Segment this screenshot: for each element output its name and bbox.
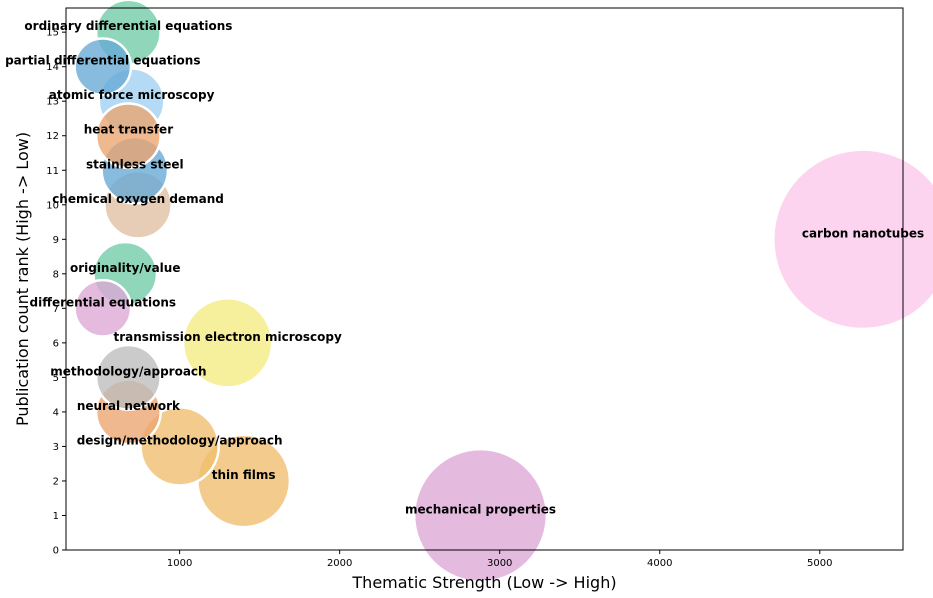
bubbles-layer [73, 0, 933, 584]
bubble [94, 102, 162, 170]
bubble-label: carbon nanotubes [802, 226, 924, 240]
y-tick-label: 10 [46, 200, 59, 211]
y-tick-label: 5 [53, 373, 59, 384]
bubble-label: methodology/approach [50, 364, 206, 378]
bubble-label: mechanical properties [405, 502, 556, 516]
y-tick-label: 9 [53, 235, 59, 246]
bubble-label: neural network [77, 399, 181, 413]
x-tick-label: 4000 [647, 558, 672, 569]
bubble-label: heat transfer [84, 123, 173, 137]
bubble [139, 406, 220, 487]
bubble [94, 343, 162, 411]
bubble-label: chemical oxygen demand [52, 192, 224, 206]
y-tick-label: 11 [46, 166, 59, 177]
y-tick-label: 1 [53, 511, 59, 522]
bubble-label: design/methodology/approach [77, 433, 283, 447]
y-tick-label: 12 [46, 131, 59, 142]
y-axis-title: Publication count rank (High -> Low) [13, 132, 32, 426]
x-tick-label: 2000 [327, 558, 352, 569]
y-tick-label: 15 [46, 28, 59, 39]
y-tick-label: 13 [46, 97, 59, 108]
y-tick-label: 2 [53, 476, 59, 487]
y-tick-label: 6 [53, 338, 59, 349]
bubble [181, 297, 274, 389]
bubble-label: originality/value [70, 261, 181, 275]
x-tick-label: 5000 [807, 558, 832, 569]
bubble [412, 447, 549, 584]
y-tick-label: 4 [53, 407, 59, 418]
y-tick-label: 8 [53, 269, 59, 280]
plot-frame [65, 7, 904, 551]
y-tick-label: 7 [53, 304, 59, 315]
x-axis-ticks: 1000 2000 3000 4000 5000 [167, 550, 833, 569]
x-tick-label: 1000 [167, 558, 192, 569]
bubble-label: atomic force microscopy [49, 88, 215, 102]
bubble-label: stainless steel [86, 157, 184, 171]
bubble [772, 148, 933, 331]
bubble-label: transmission electron microscopy [113, 330, 342, 344]
bubble-label: differential equations [30, 295, 177, 309]
x-tick-label: 3000 [487, 558, 512, 569]
bubble [73, 278, 133, 338]
bubble [73, 37, 133, 97]
bubble-label: partial differential equations [5, 54, 200, 68]
y-tick-label: 3 [53, 442, 59, 453]
bubble-labels-layer: mechanical properties thin films design/me… [5, 19, 924, 516]
bubble-label: thin films [212, 468, 276, 482]
y-tick-label: 14 [46, 62, 59, 73]
y-tick-label: 0 [53, 546, 59, 557]
bubble-label: ordinary differential equations [24, 19, 232, 33]
x-axis-title: Thematic Strength (Low -> High) [351, 573, 616, 592]
